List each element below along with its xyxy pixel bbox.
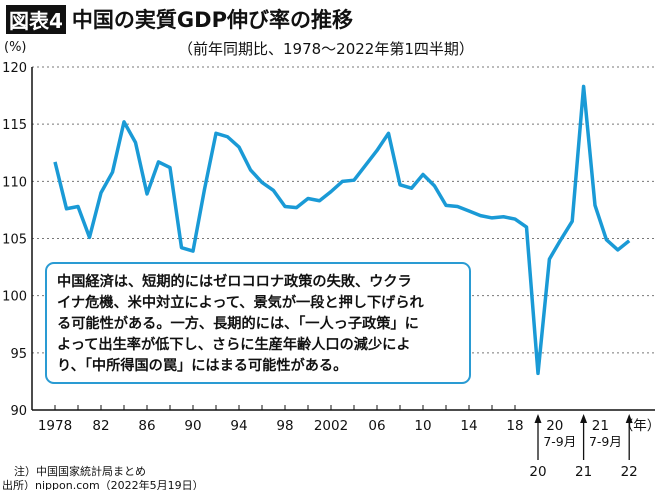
y-tick-label: 115 bbox=[2, 118, 27, 133]
chart-title: 中国の実質GDP伸び率の推移 bbox=[71, 8, 353, 32]
y-tick-label: 90 bbox=[10, 404, 27, 419]
y-tick-label: 95 bbox=[10, 347, 27, 362]
x-tick-label: 1978 bbox=[38, 418, 72, 434]
annotation-line: り、「中所得国の罠」にはまる可能性がある。 bbox=[57, 358, 348, 374]
quarter-arrow-head bbox=[625, 414, 633, 423]
chart-title-row: 図表4 中国の実質GDP伸び率の推移 bbox=[6, 4, 353, 34]
credit: 出所）nippon.com（2022年5月19日） bbox=[2, 479, 204, 490]
quarter-arrow-head bbox=[580, 414, 588, 423]
x-tick-label: 90 bbox=[184, 418, 201, 434]
source-note: 注）中国国家統計局まとめ bbox=[14, 465, 146, 478]
y-tick-label: 120 bbox=[2, 61, 27, 76]
x-tick-label: 10 bbox=[414, 418, 431, 434]
x-tick-label: 86 bbox=[138, 418, 155, 434]
x-tick-label: 94 bbox=[230, 418, 247, 434]
x-tick-label: 18 bbox=[506, 418, 523, 434]
x-tick-label: 06 bbox=[368, 418, 385, 434]
annotation-box: 中国経済は、短期的にはゼロコロナ政策の失敗、ウクラ イナ危機、米中対立によって、… bbox=[45, 262, 471, 384]
quarter-bottom-label: 22 bbox=[621, 464, 638, 480]
quarter-bottom-label: 20 bbox=[529, 464, 546, 480]
annotation-line: 中国経済は、短期的にはゼロコロナ政策の失敗、ウクラ bbox=[57, 274, 412, 290]
quarter-year-label: 20 bbox=[546, 418, 563, 434]
x-tick-label: 14 bbox=[460, 418, 477, 434]
quarter-month-label: 7-9月 bbox=[543, 434, 576, 449]
x-tick-label: 2002 bbox=[314, 418, 348, 434]
annotation-line: よって出生率が低下し、さらに生産年齢人口の減少によ bbox=[57, 337, 411, 353]
y-tick-label: 110 bbox=[2, 175, 27, 190]
quarter-arrow-head bbox=[534, 414, 542, 423]
y-axis-unit: (%) bbox=[4, 40, 27, 55]
x-tick-label: 98 bbox=[276, 418, 293, 434]
quarter-year-label: 21 bbox=[592, 418, 609, 434]
chart-subtitle: （前年同期比、1978〜2022年第1四半期） bbox=[178, 40, 474, 58]
y-tick-label: 105 bbox=[2, 233, 27, 248]
x-axis-unit: （年） bbox=[620, 418, 661, 434]
annotation-line: る可能性がある。一方、長期的には、「一人っ子政策」に bbox=[57, 316, 419, 332]
quarter-bottom-label: 21 bbox=[575, 464, 592, 480]
quarter-month-label: 7-9月 bbox=[589, 434, 622, 449]
figure-label: 図表4 bbox=[6, 4, 66, 34]
y-tick-label: 100 bbox=[2, 290, 27, 305]
annotation-line: イナ危機、米中対立によって、景気が一段と押し下げられ bbox=[57, 295, 424, 311]
x-tick-label: 82 bbox=[92, 418, 109, 434]
